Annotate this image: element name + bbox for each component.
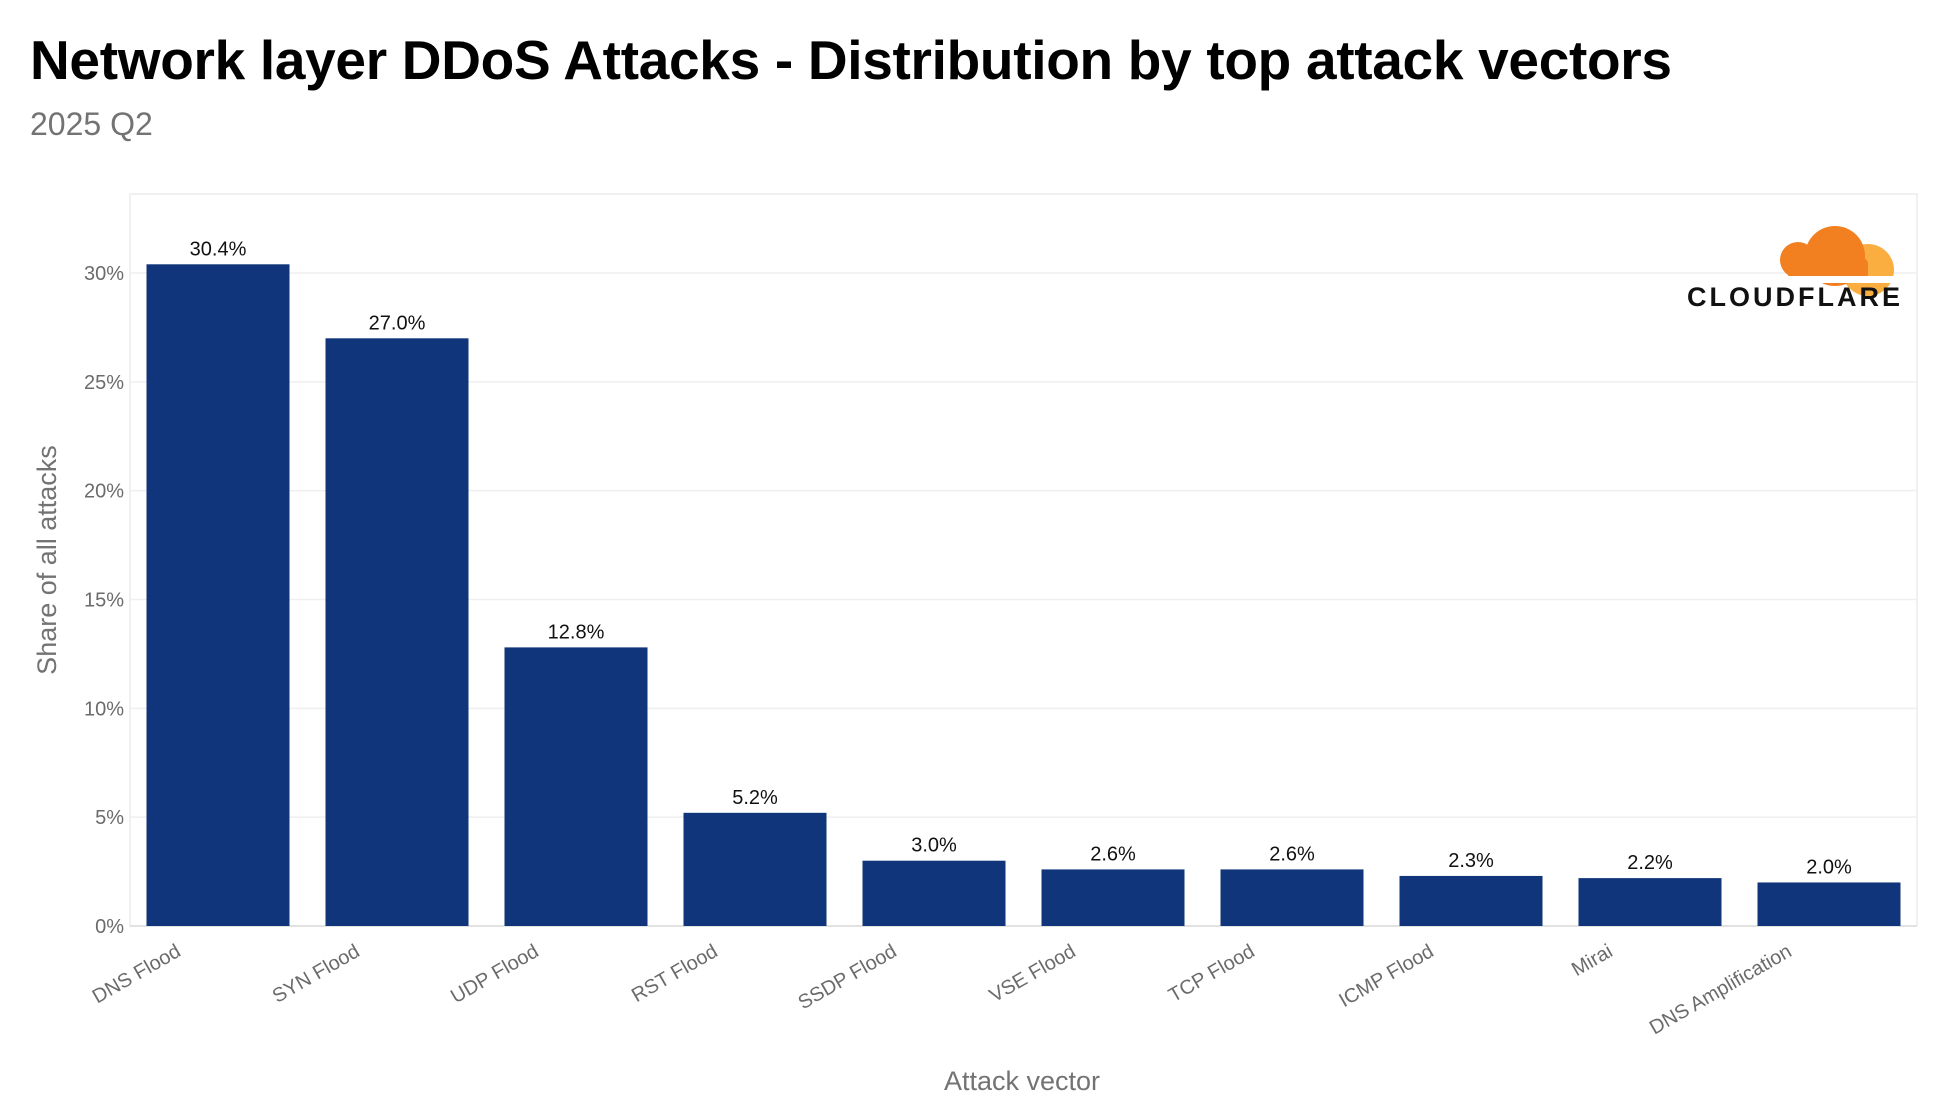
y-axis-title: Share of all attacks [32,445,62,675]
bar-value-label: 2.0% [1806,856,1852,878]
x-category-label: ICMP Flood [1335,940,1437,1012]
cloud-cutout [1784,276,1902,283]
y-tick-label: 20% [84,481,124,503]
cloudflare-logo: CLOUDFLARE [1687,226,1903,312]
x-axis-title: Attack vector [944,1066,1100,1096]
y-tick-label: 0% [95,916,124,938]
y-tick-label: 15% [84,590,124,612]
x-category-label: DNS Amplification [1646,940,1796,1039]
bar-value-label: 12.8% [548,621,605,643]
x-category-label: Mirai [1568,940,1617,981]
y-axis-ticks: 0% 5% 10% 15% 20% 25% 30% [84,263,124,938]
x-category-label: VSE Flood [986,940,1080,1007]
x-axis-categories: DNS Flood SYN Flood UDP Flood RST Flood SSDP… [89,940,1796,1039]
bars [146,264,1901,926]
bar-value-label: 30.4% [190,238,247,260]
bar [1757,882,1901,926]
bar [504,647,648,926]
x-category-label: DNS Flood [89,940,185,1008]
bar-value-label: 2.2% [1627,852,1673,874]
bar-value-label: 27.0% [369,312,426,334]
x-category-label: UDP Flood [447,940,542,1008]
bar [325,338,469,926]
bar-value-label: 3.0% [911,835,957,857]
cloudflare-wordmark: CLOUDFLARE [1687,282,1903,312]
chart-subtitle: 2025 Q2 [30,106,153,142]
bar [1578,878,1722,926]
y-tick-label: 5% [95,807,124,829]
bar [1399,875,1543,926]
y-tick-label: 30% [84,263,124,285]
chart-title: Network layer DDoS Attacks - Distributio… [30,29,1672,91]
cloudflare-cloud-icon [1780,226,1902,296]
x-category-label: SYN Flood [269,940,364,1007]
bar-value-label: 5.2% [732,787,778,809]
bar [683,812,827,926]
bar-value-label: 2.3% [1448,850,1494,872]
bar [1041,869,1185,926]
value-labels: 30.4% 27.0% 12.8% 5.2% 3.0% 2.6% 2.6% 2.3% 2.2% 2… [190,238,1852,878]
x-category-label: TCP Flood [1165,940,1258,1007]
bar [862,860,1006,926]
bar [1220,869,1364,926]
y-tick-label: 10% [84,698,124,720]
bar-value-label: 2.6% [1090,843,1136,865]
y-tick-label: 25% [84,372,124,394]
bar-value-label: 2.6% [1269,843,1315,865]
bar [146,264,290,926]
x-category-label: SSDP Flood [795,940,901,1014]
cloud-base [1788,258,1868,280]
x-category-label: RST Flood [628,940,721,1007]
